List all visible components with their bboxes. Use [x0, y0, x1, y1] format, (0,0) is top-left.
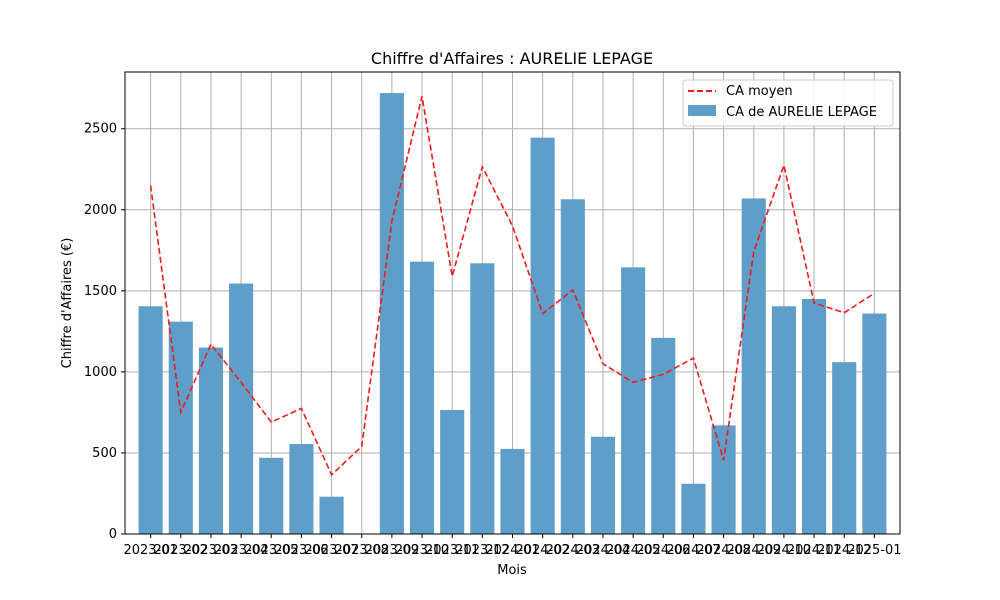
x-tick-label: 2023-04	[214, 543, 268, 558]
bar	[500, 448, 525, 534]
y-axis-label: Chiffre d'Affaires (€)	[60, 238, 75, 369]
bar	[621, 267, 646, 534]
bar	[832, 362, 857, 534]
bar	[440, 409, 465, 534]
bar	[319, 496, 344, 534]
bar	[138, 306, 163, 534]
x-tick-label: 2024-04	[576, 543, 630, 558]
x-tick-label: 2023-11	[425, 543, 479, 558]
x-tick-label: 2024-09	[727, 543, 781, 558]
x-tick-label: 2023-01	[123, 543, 177, 558]
bar	[530, 137, 555, 534]
bar	[862, 313, 887, 534]
y-tick-label: 1000	[84, 365, 117, 380]
x-tick-label: 2024-06	[636, 543, 690, 558]
x-tick-label: 2023-10	[395, 543, 449, 558]
bar	[259, 457, 284, 534]
bar	[801, 298, 827, 534]
bar	[741, 198, 766, 534]
x-tick-label: 2023-09	[365, 543, 419, 558]
x-tick-label: 2023-07	[304, 543, 358, 558]
chart-title: Chiffre d'Affaires : AURELIE LEPAGE	[371, 49, 653, 68]
bar	[198, 347, 224, 534]
bar	[229, 283, 254, 534]
legend-bar-swatch	[688, 105, 716, 116]
x-tick-label: 2023-08	[335, 543, 389, 558]
bar	[711, 425, 736, 534]
x-tick-label: 2023-06	[274, 543, 328, 558]
legend-box	[682, 79, 894, 127]
bar	[590, 436, 616, 534]
x-axis-ticks: 2023-012023-022023-032023-042023-052023-…	[123, 534, 902, 558]
line-series	[149, 96, 875, 477]
x-tick-label: 2024-08	[696, 543, 750, 558]
x-tick-label: 2023-05	[244, 543, 298, 558]
x-axis-label: Mois	[497, 563, 527, 578]
x-tick-label: 2023-03	[184, 543, 238, 558]
x-tick-label: 2024-10	[757, 543, 811, 558]
y-tick-label: 0	[109, 527, 117, 542]
bar	[771, 306, 796, 534]
bar	[651, 337, 676, 534]
x-tick-label: 2024-01	[485, 543, 539, 558]
bar	[289, 444, 314, 534]
y-tick-label: 1500	[84, 284, 117, 299]
x-tick-label: 2024-07	[666, 543, 720, 558]
legend-bar-label: CA de AURELIE LEPAGE	[726, 105, 877, 120]
bar-series	[138, 93, 887, 535]
x-tick-label: 2023-02	[154, 543, 208, 558]
x-tick-label: 2024-12	[817, 543, 871, 558]
bar	[681, 483, 706, 534]
bar	[470, 263, 495, 534]
series-line-ca-moyen	[149, 96, 875, 477]
bar	[168, 321, 193, 534]
x-tick-label: 2024-03	[546, 543, 600, 558]
bar	[379, 93, 404, 535]
x-tick-label: 2024-02	[515, 543, 569, 558]
x-tick-label: 2025-01	[847, 543, 901, 558]
y-tick-label: 2000	[84, 203, 117, 218]
x-tick-label: 2024-05	[606, 543, 660, 558]
bar	[560, 199, 585, 534]
y-tick-label: 500	[92, 446, 117, 461]
x-tick-label: 2023-12	[455, 543, 509, 558]
y-tick-label: 2500	[84, 122, 117, 137]
y-axis-ticks: 0 500 1000 1500 2000 2500	[84, 122, 125, 542]
bar	[409, 261, 435, 534]
legend: CA moyen CA de AURELIE LEPAGE	[682, 79, 894, 127]
legend-line-label: CA moyen	[726, 84, 793, 99]
x-tick-label: 2024-11	[787, 543, 841, 558]
